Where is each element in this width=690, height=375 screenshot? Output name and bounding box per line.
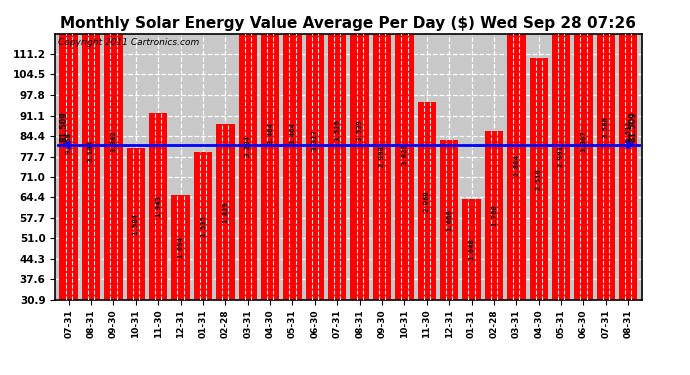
Bar — [373, 11, 391, 300]
Text: 3.511: 3.511 — [625, 120, 631, 142]
Bar — [82, 1, 100, 300]
Bar — [462, 199, 481, 300]
Bar — [351, 0, 369, 300]
Text: 1.943: 1.943 — [155, 195, 161, 217]
Text: 1.829: 1.829 — [222, 201, 228, 223]
Bar — [59, 0, 78, 300]
Bar — [597, 0, 615, 300]
Text: 1.760: 1.760 — [491, 204, 497, 226]
Bar — [104, 0, 123, 300]
Text: 3.104: 3.104 — [88, 140, 94, 162]
Text: 3.586: 3.586 — [603, 117, 609, 138]
Bar — [171, 195, 190, 300]
Bar — [194, 152, 212, 300]
Bar — [328, 0, 346, 300]
Text: 1.660: 1.660 — [446, 209, 452, 231]
Text: 3.028: 3.028 — [402, 143, 407, 165]
Text: 1.584: 1.584 — [132, 213, 139, 235]
Text: 3.302: 3.302 — [110, 130, 117, 152]
Bar — [306, 0, 324, 300]
Text: 3.464: 3.464 — [267, 122, 273, 144]
Text: 2.998: 2.998 — [379, 145, 385, 166]
Bar — [417, 102, 436, 300]
Bar — [126, 147, 145, 300]
Text: 3.317: 3.317 — [312, 129, 318, 151]
Bar — [395, 9, 413, 300]
Text: 3.258: 3.258 — [66, 132, 72, 154]
Bar — [529, 58, 548, 300]
Bar — [239, 0, 257, 300]
Bar — [149, 113, 168, 300]
Text: 1.094: 1.094 — [177, 236, 184, 258]
Text: 3.204: 3.204 — [245, 135, 250, 157]
Text: 2.804: 2.804 — [513, 154, 520, 176]
Text: 81.509: 81.509 — [59, 112, 68, 142]
Bar — [485, 130, 503, 300]
Bar — [284, 0, 302, 300]
Bar — [216, 124, 235, 300]
Text: 2.510: 2.510 — [535, 168, 542, 190]
Text: 3.464: 3.464 — [290, 122, 295, 144]
Text: 1.535: 1.535 — [200, 215, 206, 237]
Text: 2.991: 2.991 — [558, 145, 564, 167]
Text: 81.509: 81.509 — [629, 112, 638, 142]
Text: Copyright 2011 Cartronics.com: Copyright 2011 Cartronics.com — [58, 38, 199, 47]
Bar — [619, 0, 638, 300]
Text: 2.060: 2.060 — [424, 190, 430, 212]
Bar — [440, 140, 458, 300]
Bar — [507, 30, 526, 300]
Title: Monthly Solar Energy Value Average Per Day ($) Wed Sep 28 07:26: Monthly Solar Energy Value Average Per D… — [61, 16, 636, 31]
Text: 1.048: 1.048 — [469, 238, 475, 261]
Text: 3.539: 3.539 — [357, 119, 363, 141]
Text: 3.307: 3.307 — [580, 130, 586, 152]
Bar — [261, 0, 279, 300]
Bar — [574, 0, 593, 300]
Text: 3.526: 3.526 — [334, 119, 340, 141]
Bar — [552, 12, 571, 300]
